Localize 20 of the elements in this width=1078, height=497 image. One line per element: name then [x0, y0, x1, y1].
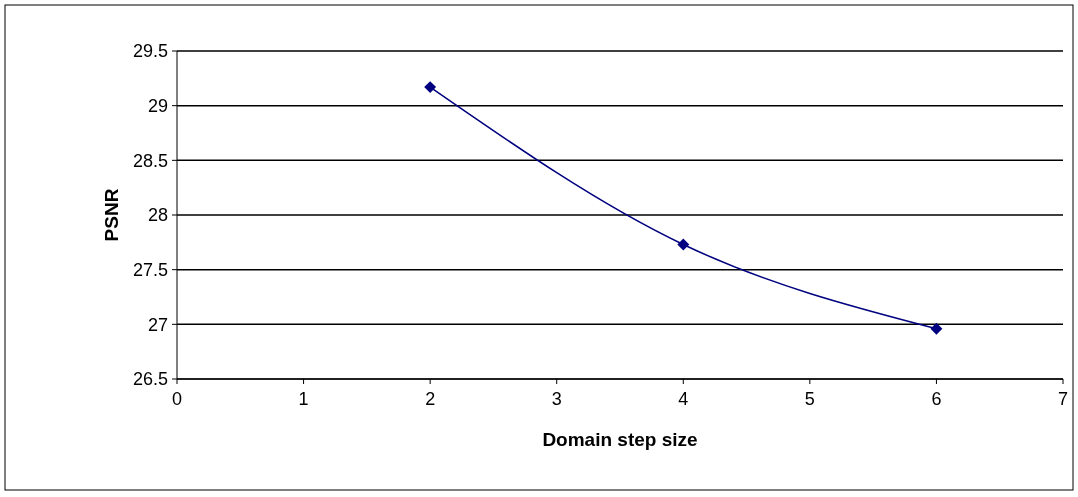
x-tick-label: 6: [931, 389, 942, 409]
x-tick-label: 4: [678, 389, 689, 409]
x-tick-label: 2: [425, 389, 436, 409]
y-tick-label: 27.5: [132, 259, 168, 280]
x-tick-label: 1: [298, 389, 309, 409]
x-axis-title: Domain step size: [542, 429, 698, 450]
y-axis-title: PSNR: [101, 188, 122, 242]
x-tick-label: 5: [804, 389, 815, 409]
y-tick-label: 27: [147, 314, 168, 335]
y-tick-label: 29.5: [132, 41, 168, 62]
y-tick-label: 28: [147, 205, 168, 226]
y-tick-label: 26.5: [132, 369, 168, 390]
y-tick-label: 29: [147, 95, 168, 116]
y-tick-label: 28.5: [132, 150, 168, 171]
x-tick-label: 7: [1057, 389, 1069, 409]
point: [677, 238, 690, 251]
point: [424, 81, 437, 94]
x-tick-label: 3: [551, 389, 562, 409]
x-tick-label: 0: [171, 389, 183, 409]
point: [930, 322, 943, 335]
